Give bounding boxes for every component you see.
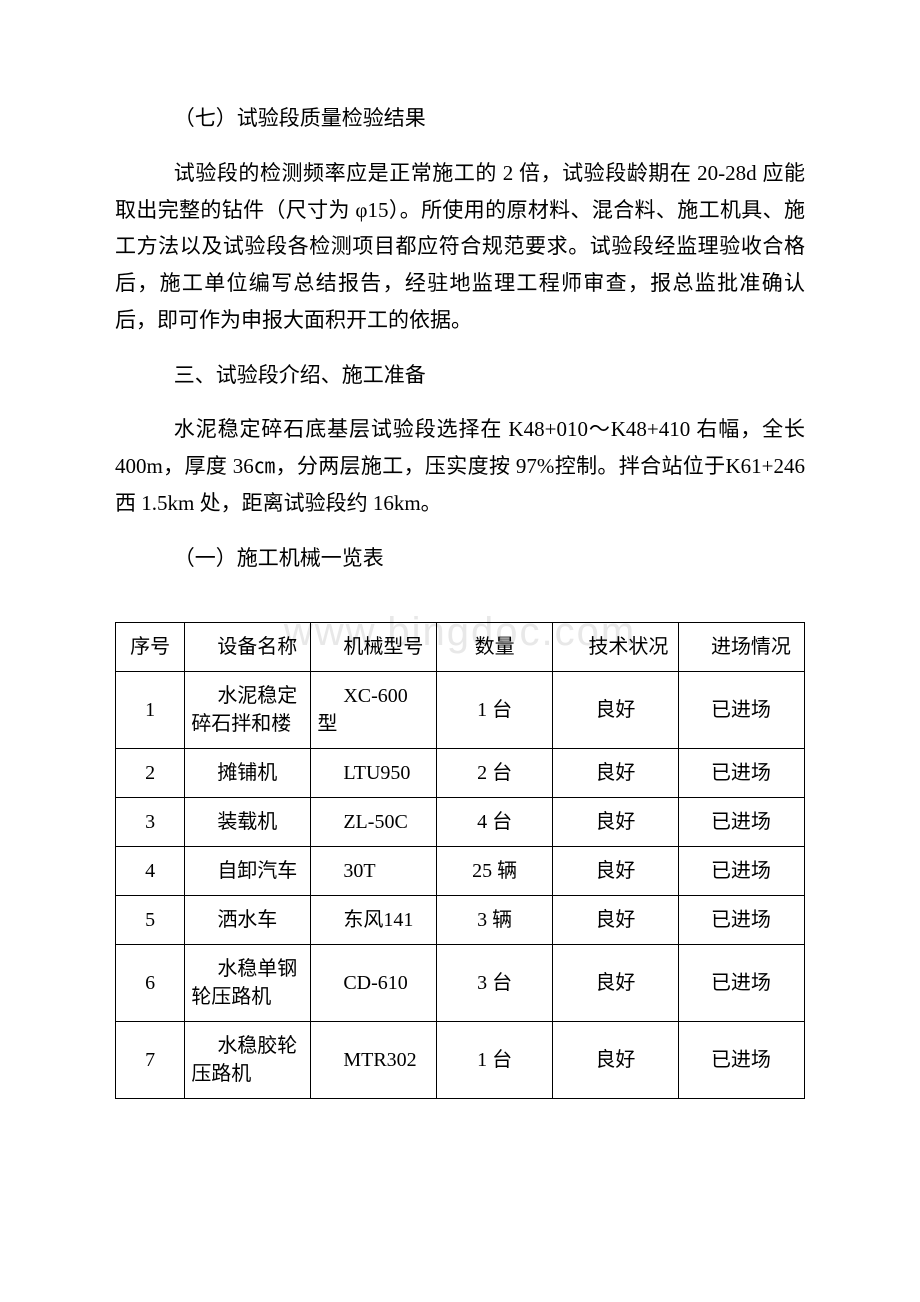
th-qty: 数量 — [437, 623, 553, 672]
cell-model: 30T — [311, 847, 437, 896]
cell-arr: 已进场 — [678, 847, 804, 896]
cell-qty: 25 辆 — [437, 847, 553, 896]
cell-seq: 2 — [116, 749, 185, 798]
cell-qty: 4 台 — [437, 798, 553, 847]
cell-model: MTR302 — [311, 1022, 437, 1099]
cell-qty: 1 台 — [437, 672, 553, 749]
cell-arr: 已进场 — [678, 798, 804, 847]
cell-cond: 良好 — [552, 847, 678, 896]
cell-qty: 2 台 — [437, 749, 553, 798]
cell-name: 水泥稳定碎石拌和楼 — [185, 672, 311, 749]
cell-seq: 5 — [116, 896, 185, 945]
cell-name: 洒水车 — [185, 896, 311, 945]
th-seq: 序号 — [116, 623, 185, 672]
table-header-row: 序号 设备名称 机械型号 数量 技术状况 进场情况 — [116, 623, 805, 672]
cell-name: 装载机 — [185, 798, 311, 847]
cell-cond: 良好 — [552, 1022, 678, 1099]
cell-cond: 良好 — [552, 672, 678, 749]
cell-seq: 6 — [116, 945, 185, 1022]
cell-cond: 良好 — [552, 798, 678, 847]
cell-qty: 1 台 — [437, 1022, 553, 1099]
cell-arr: 已进场 — [678, 1022, 804, 1099]
th-model: 机械型号 — [311, 623, 437, 672]
cell-cond: 良好 — [552, 896, 678, 945]
table-row: 2 摊铺机 LTU950 2 台 良好 已进场 — [116, 749, 805, 798]
cell-name: 摊铺机 — [185, 749, 311, 798]
table-row: 6 水稳单钢轮压路机 CD-610 3 台 良好 已进场 — [116, 945, 805, 1022]
cell-cond: 良好 — [552, 945, 678, 1022]
cell-seq: 4 — [116, 847, 185, 896]
cell-seq: 1 — [116, 672, 185, 749]
cell-arr: 已进场 — [678, 945, 804, 1022]
heading-section-3: 三、试验段介绍、施工准备 — [115, 357, 805, 394]
cell-qty: 3 台 — [437, 945, 553, 1022]
cell-arr: 已进场 — [678, 672, 804, 749]
spacer — [115, 594, 805, 614]
heading-sub-1: （一）施工机械一览表 — [115, 540, 805, 577]
machinery-table-wrap: 序号 设备名称 机械型号 数量 技术状况 进场情况 1 水泥稳定碎石拌和楼 XC… — [115, 622, 805, 1099]
cell-model: LTU950 — [311, 749, 437, 798]
cell-seq: 7 — [116, 1022, 185, 1099]
th-arr: 进场情况 — [678, 623, 804, 672]
th-cond: 技术状况 — [552, 623, 678, 672]
table-row: 1 水泥稳定碎石拌和楼 XC-600 型 1 台 良好 已进场 — [116, 672, 805, 749]
document-content: （七）试验段质量检验结果 试验段的检测频率应是正常施工的 2 倍，试验段龄期在 … — [115, 100, 805, 1099]
cell-arr: 已进场 — [678, 749, 804, 798]
body-paragraph-1: 试验段的检测频率应是正常施工的 2 倍，试验段龄期在 20-28d 应能取出完整… — [115, 155, 805, 339]
cell-model: 东风141 — [311, 896, 437, 945]
cell-seq: 3 — [116, 798, 185, 847]
table-row: 3 装载机 ZL-50C 4 台 良好 已进场 — [116, 798, 805, 847]
cell-name: 自卸汽车 — [185, 847, 311, 896]
table-row: 4 自卸汽车 30T 25 辆 良好 已进场 — [116, 847, 805, 896]
cell-qty: 3 辆 — [437, 896, 553, 945]
th-name: 设备名称 — [185, 623, 311, 672]
table-row: 7 水稳胶轮压路机 MTR302 1 台 良好 已进场 — [116, 1022, 805, 1099]
table-row: 5 洒水车 东风141 3 辆 良好 已进场 — [116, 896, 805, 945]
cell-cond: 良好 — [552, 749, 678, 798]
cell-arr: 已进场 — [678, 896, 804, 945]
cell-name: 水稳胶轮压路机 — [185, 1022, 311, 1099]
cell-model: XC-600 型 — [311, 672, 437, 749]
body-paragraph-2: 水泥稳定碎石底基层试验段选择在 K48+010～K48+410 右幅，全长 40… — [115, 411, 805, 521]
machinery-table: 序号 设备名称 机械型号 数量 技术状况 进场情况 1 水泥稳定碎石拌和楼 XC… — [115, 622, 805, 1099]
cell-name: 水稳单钢轮压路机 — [185, 945, 311, 1022]
heading-section-7: （七）试验段质量检验结果 — [115, 100, 805, 137]
cell-model: CD-610 — [311, 945, 437, 1022]
cell-model: ZL-50C — [311, 798, 437, 847]
